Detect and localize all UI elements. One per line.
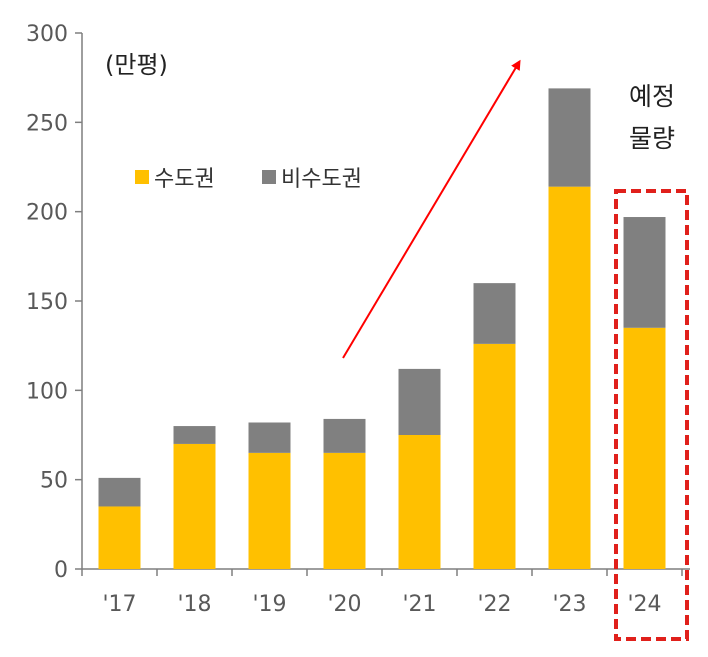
bar-capital-area — [173, 443, 216, 569]
legend-label-non-capital-area: 비수도권 — [281, 167, 362, 192]
y-tick-label: 100 — [26, 379, 68, 404]
x-tick-label: '21 — [402, 592, 436, 617]
bar-capital-area — [248, 452, 291, 569]
bar-capital-area — [398, 435, 441, 569]
y-axis: 0 50 100 150 200 250 300 — [26, 22, 83, 583]
y-tick-label: 150 — [26, 290, 68, 315]
projected-highlight-box — [614, 189, 689, 641]
legend-label-capital-area: 수도권 — [154, 167, 215, 192]
bar-non-capital-area — [248, 422, 291, 453]
x-tick-label: '22 — [477, 592, 511, 617]
y-tick-label: 50 — [40, 469, 68, 494]
bars — [98, 88, 666, 570]
bar-capital-area — [548, 186, 591, 570]
x-tick-label: '23 — [552, 592, 586, 617]
bar-capital-area — [623, 327, 666, 569]
x-axis: '17 '18 '19 '20 '21 '22 '23 '24 — [81, 568, 690, 617]
bar-capital-area — [323, 452, 366, 569]
bar-non-capital-area — [623, 217, 666, 328]
bar-non-capital-area — [398, 368, 441, 435]
bar-capital-area — [473, 343, 516, 569]
x-tick-label: '20 — [327, 592, 361, 617]
x-tick-label: '17 — [102, 592, 136, 617]
legend-swatch-non-capital-area — [262, 170, 276, 184]
x-tick-label: '24 — [627, 592, 661, 617]
bar-non-capital-area — [173, 426, 216, 444]
trend-arrow — [342, 59, 521, 359]
bar-non-capital-area — [98, 477, 141, 507]
bar-non-capital-area — [548, 88, 591, 187]
unit-label: (만평) — [105, 51, 168, 79]
bar-non-capital-area — [473, 283, 516, 344]
bar-non-capital-area — [323, 418, 366, 453]
y-tick-label: 0 — [54, 558, 68, 583]
x-tick-label: '18 — [177, 592, 211, 617]
y-tick-label: 200 — [26, 201, 68, 226]
legend: 수도권 비수도권 — [135, 167, 362, 192]
y-tick-label: 250 — [26, 111, 68, 136]
projected-label-line2: 물량 — [629, 124, 675, 153]
legend-swatch-capital-area — [135, 170, 149, 184]
x-tick-label: '19 — [252, 592, 286, 617]
bar-capital-area — [98, 506, 141, 569]
y-tick-label: 300 — [26, 22, 68, 47]
projected-label-line1: 예정 — [629, 82, 675, 111]
